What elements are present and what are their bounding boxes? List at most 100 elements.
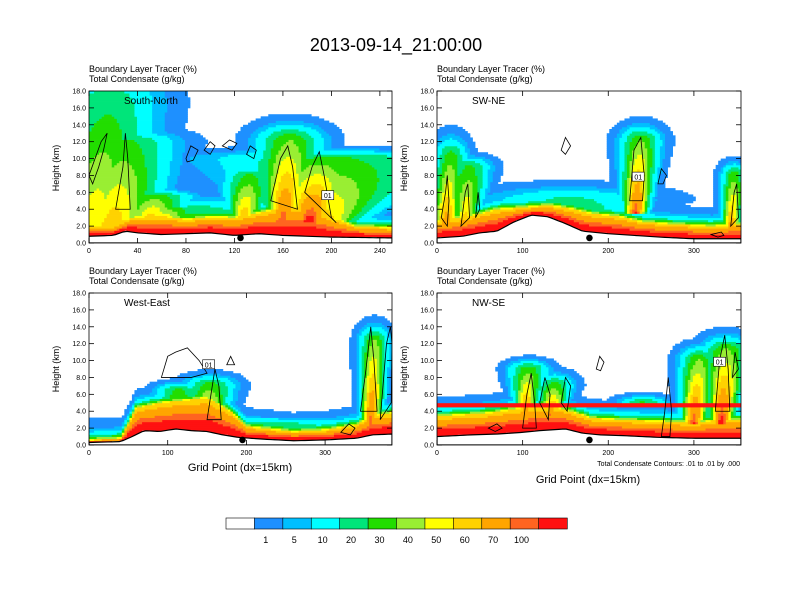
field-cell <box>313 173 322 176</box>
field-cell <box>454 213 461 216</box>
field-cell <box>515 188 620 191</box>
field-cell <box>728 205 732 208</box>
field-cell <box>718 207 722 210</box>
field-cell <box>255 150 264 153</box>
field-cell <box>341 219 345 223</box>
field-cell <box>384 341 390 345</box>
field-cell <box>321 211 332 214</box>
field-cell <box>144 190 156 193</box>
tracer-field <box>89 91 392 240</box>
field-cell <box>270 190 274 193</box>
field-cell <box>134 404 138 408</box>
field-cell <box>172 141 186 145</box>
field-cell <box>91 192 105 195</box>
field-cell <box>497 217 509 221</box>
field-cell <box>255 118 325 121</box>
field-cell <box>124 409 130 412</box>
field-cell <box>475 173 483 176</box>
field-cell <box>675 371 679 374</box>
field-cell <box>462 215 481 219</box>
field-cell <box>134 413 173 416</box>
field-cell <box>720 409 724 412</box>
field-cell <box>275 202 279 206</box>
field-cell <box>364 394 368 397</box>
field-cell <box>389 421 392 425</box>
field-cell <box>121 135 143 138</box>
y-tick-label: 8.0 <box>76 173 86 180</box>
field-cell <box>134 411 138 414</box>
field-cell <box>677 381 684 385</box>
field-cell <box>359 211 368 214</box>
field-cell <box>142 202 166 206</box>
field-cell <box>159 209 173 212</box>
field-cell <box>215 232 365 235</box>
field-cell <box>624 179 628 183</box>
field-cell <box>384 352 390 355</box>
field-cell <box>376 409 380 412</box>
field-cell <box>462 200 471 204</box>
field-cell <box>243 124 264 128</box>
field-cell <box>169 396 193 399</box>
y-tick-label: 0.0 <box>76 241 86 248</box>
field-cell <box>230 400 236 404</box>
field-cell <box>346 228 388 231</box>
field-cell <box>492 162 504 166</box>
field-cell <box>235 139 249 143</box>
field-cell <box>649 192 656 195</box>
field-cell <box>361 428 370 431</box>
field-cell <box>705 366 709 370</box>
field-cell <box>381 369 385 372</box>
field-cell <box>662 169 668 172</box>
field-cell <box>523 407 529 410</box>
field-cell <box>437 232 478 235</box>
field-cell <box>205 381 216 385</box>
field-cell <box>89 95 130 98</box>
field-cell <box>379 347 383 351</box>
field-cell <box>530 385 534 389</box>
field-cell <box>364 398 368 402</box>
field-cell <box>568 409 575 412</box>
field-cell <box>359 320 390 323</box>
field-cell <box>728 219 732 223</box>
field-cell <box>619 141 625 145</box>
field-cell <box>129 407 133 410</box>
field-cell <box>298 177 307 181</box>
panel-2-ylabel: Height (km) <box>399 145 409 192</box>
field-cell <box>366 385 370 389</box>
field-cell <box>280 211 287 214</box>
field-cell <box>725 198 729 202</box>
field-cell <box>459 198 466 202</box>
field-cell <box>728 383 734 387</box>
field-cell <box>437 175 440 178</box>
field-cell <box>349 364 358 368</box>
field-cell <box>629 209 633 212</box>
field-cell <box>723 171 727 174</box>
field-cell <box>346 175 378 178</box>
field-cell <box>326 202 345 206</box>
field-cell <box>288 139 294 143</box>
field-cell <box>344 198 358 202</box>
field-cell <box>705 369 709 372</box>
field-cell <box>142 404 145 408</box>
field-cell <box>459 219 489 223</box>
field-cell <box>336 423 345 427</box>
field-cell <box>321 135 332 138</box>
field-cell <box>713 192 719 195</box>
field-cell <box>303 137 315 140</box>
field-cell <box>164 120 188 124</box>
field-cell <box>371 196 385 200</box>
field-cell <box>248 183 251 187</box>
field-cell <box>690 356 706 359</box>
field-cell <box>119 124 138 128</box>
field-cell <box>528 409 549 412</box>
station-marker <box>237 234 244 242</box>
field-cell <box>235 141 249 145</box>
field-cell <box>258 135 269 138</box>
field-cell <box>659 164 663 168</box>
field-cell <box>730 350 739 353</box>
field-cell <box>624 154 628 157</box>
field-cell <box>268 158 277 162</box>
field-cell <box>510 388 514 391</box>
field-cell <box>235 385 241 389</box>
field-cell <box>437 169 443 172</box>
